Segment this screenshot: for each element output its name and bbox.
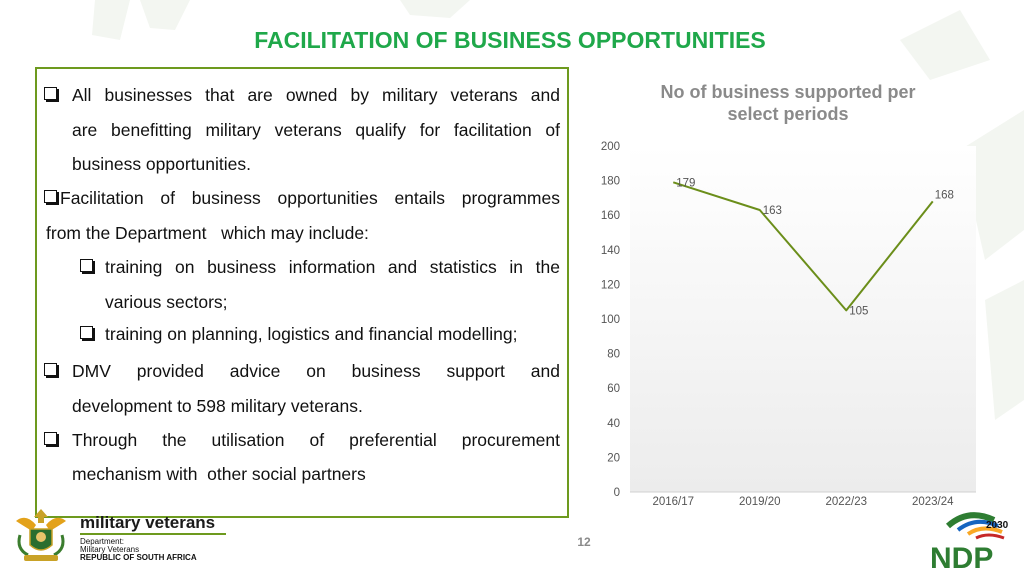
ndp-year: 2030 <box>986 520 1009 531</box>
plot-area-background <box>630 146 976 492</box>
word: are <box>72 120 98 140</box>
checkbox-bullet-icon <box>44 190 57 203</box>
word: opportunities <box>277 188 378 208</box>
word: businesses <box>104 85 193 105</box>
y-tick-label: 120 <box>601 279 620 291</box>
y-tick-label: 20 <box>607 452 620 464</box>
data-label: 168 <box>935 189 954 201</box>
word: of <box>160 188 175 208</box>
x-tick-label: 2016/17 <box>652 496 694 508</box>
word: information <box>288 257 376 277</box>
x-tick-label: 2019/20 <box>739 496 781 508</box>
word: on <box>175 257 195 277</box>
ndp-2030-logo: 2030 NDP <box>930 512 1009 572</box>
ndp-letters: NDP <box>930 542 993 572</box>
logo-dept-line3: REPUBLIC OF SOUTH AFRICA <box>80 553 197 562</box>
word: qualify <box>355 120 407 140</box>
word: statistics <box>429 257 497 277</box>
y-tick-label: 40 <box>607 418 620 430</box>
data-label: 105 <box>849 305 868 317</box>
word: Facilitation <box>60 188 144 208</box>
bullet1-line1: All businesses that are owned by military veter… <box>72 85 560 105</box>
y-tick-label: 200 <box>601 141 620 153</box>
checkbox-bullet-icon <box>44 363 57 376</box>
slide-title: FACILITATION OF BUSINESS OPPORTUNITIES <box>254 27 766 53</box>
bullet4-line2: mechanism with other social partners <box>72 464 366 484</box>
word: training <box>105 257 163 277</box>
word: military <box>382 85 438 105</box>
coat-of-arms-logo <box>16 509 66 561</box>
data-label: 163 <box>763 205 782 217</box>
series-line <box>672 181 934 312</box>
bullet2-sub1-line1: training on business information and statisti… <box>105 257 560 277</box>
word: entails <box>394 188 446 208</box>
word: and <box>530 361 560 381</box>
word: veterans <box>450 85 518 105</box>
bullet2-sub1-line2: various sectors; <box>105 292 228 312</box>
y-tick-label: 140 <box>601 245 620 257</box>
checkbox-bullet-icon <box>44 432 57 445</box>
word: the <box>162 430 187 450</box>
word: in <box>509 257 524 277</box>
word: business <box>191 188 261 208</box>
word: business <box>351 361 421 381</box>
word: and <box>530 85 560 105</box>
word: military <box>205 120 261 140</box>
data-label: 179 <box>676 177 695 189</box>
word: provided <box>136 361 204 381</box>
bullet1-line2: are benefitting military veterans qualify for… <box>72 120 560 140</box>
word: All <box>72 85 92 105</box>
word: programmes <box>461 188 560 208</box>
checkbox-bullet-icon <box>80 326 93 339</box>
word: the <box>535 257 560 277</box>
word: and <box>387 257 418 277</box>
word: for <box>419 120 441 140</box>
word: of <box>545 120 560 140</box>
y-tick-label: 100 <box>601 314 620 326</box>
word: of <box>309 430 325 450</box>
bullet4-line1: Through the utilisation of preferential procu… <box>72 430 560 450</box>
page-number: 12 <box>577 535 591 549</box>
word: facilitation <box>453 120 532 140</box>
bullet1-line3: business opportunities. <box>72 154 251 174</box>
checkbox-bullet-icon <box>80 259 93 272</box>
y-tick-label: 0 <box>614 487 620 499</box>
chart-title: No of business supported per select peri… <box>620 81 956 125</box>
word: Through <box>72 430 138 450</box>
x-tick-label: 2023/24 <box>912 496 954 508</box>
word: that <box>205 85 235 105</box>
word: veterans <box>274 120 342 140</box>
word: DMV <box>72 361 111 381</box>
bullet-text-box <box>35 67 569 518</box>
word: benefitting <box>111 120 192 140</box>
x-tick-label: 2022/23 <box>825 496 867 508</box>
word: support <box>446 361 505 381</box>
word: preferential <box>349 430 437 450</box>
logo-dept-line1: Department: <box>80 537 125 546</box>
logo-underline <box>80 533 226 535</box>
word: procurement <box>461 430 560 450</box>
y-tick-label: 60 <box>607 383 620 395</box>
word: utilisation <box>211 430 285 450</box>
word: on <box>306 361 326 381</box>
bullet2-line2: from the Department which may include: <box>46 223 369 243</box>
y-tick-label: 80 <box>607 349 620 361</box>
logo-name: military veterans <box>80 513 216 532</box>
word: owned <box>285 85 338 105</box>
bullet3-line2: development to 598 military veterans. <box>72 396 363 416</box>
bullet2-line1: Facilitation of business opportunities entai… <box>60 188 560 208</box>
logo-dept-line2: Military Veterans <box>80 545 140 554</box>
checkbox-bullet-icon <box>44 87 57 100</box>
word: are <box>247 85 273 105</box>
word: advice <box>229 361 281 381</box>
bullet2-sub2: training on planning, logistics and fina… <box>105 324 518 344</box>
chart-title-line1: No of business supported per <box>660 82 916 102</box>
chart-title-line2: select periods <box>727 104 849 124</box>
y-tick-label: 160 <box>601 210 620 222</box>
bullet3-line1: DMV provided advice on business support and <box>72 361 560 381</box>
word: by <box>350 85 369 105</box>
y-tick-label: 180 <box>601 176 620 188</box>
word: business <box>207 257 277 277</box>
